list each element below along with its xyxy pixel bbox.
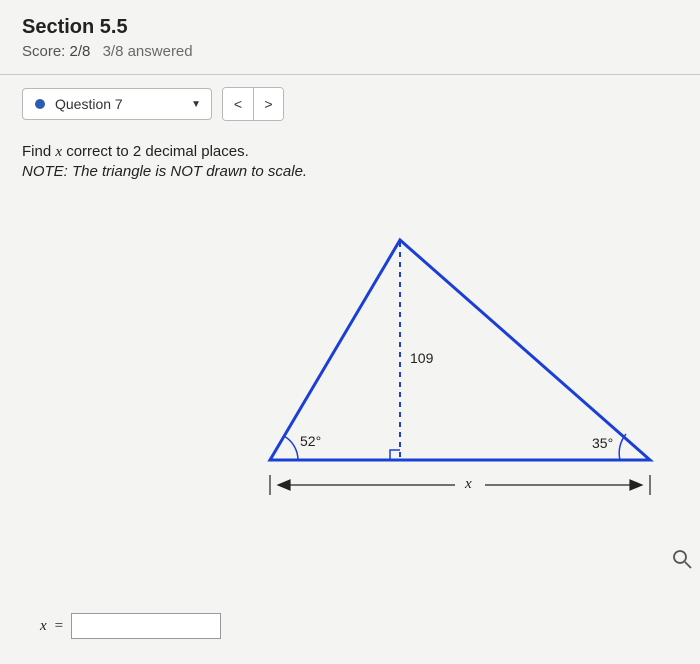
section-title: Section 5.5	[22, 16, 678, 39]
triangle-figure: 109 52° 35° x	[240, 220, 670, 550]
left-angle-label: 52°	[300, 433, 321, 449]
chevron-down-icon: ▼	[191, 99, 201, 110]
left-angle-arc	[284, 436, 298, 460]
score-value: 2/8	[70, 43, 91, 60]
answer-equals: =	[55, 618, 63, 635]
answer-variable: x	[40, 618, 47, 635]
prev-button[interactable]: <	[223, 88, 253, 120]
answer-input[interactable]	[71, 613, 221, 639]
dimension-line	[270, 475, 650, 495]
zoom-icon[interactable]	[672, 549, 692, 574]
answered-count: 3/8 answered	[103, 43, 193, 60]
problem-note: NOTE: The triangle is NOT drawn to scale…	[22, 163, 678, 180]
status-dot-icon	[35, 99, 45, 109]
next-button[interactable]: >	[253, 88, 283, 120]
answer-row: x =	[40, 613, 221, 639]
right-angle-label: 35°	[592, 435, 613, 451]
question-nav: < >	[222, 87, 284, 121]
question-select[interactable]: Question 7 ▼	[22, 88, 212, 120]
prompt-post: correct to 2 decimal places.	[62, 143, 249, 160]
score-line: Score: 2/8 3/8 answered	[22, 43, 678, 60]
score-prefix: Score:	[22, 43, 70, 60]
triangle-outline	[270, 240, 650, 460]
base-variable-label: x	[465, 476, 472, 493]
problem-prompt: Find x correct to 2 decimal places.	[22, 143, 678, 161]
height-label: 109	[410, 350, 433, 366]
prompt-pre: Find	[22, 143, 55, 160]
question-label: Question 7	[55, 96, 181, 112]
